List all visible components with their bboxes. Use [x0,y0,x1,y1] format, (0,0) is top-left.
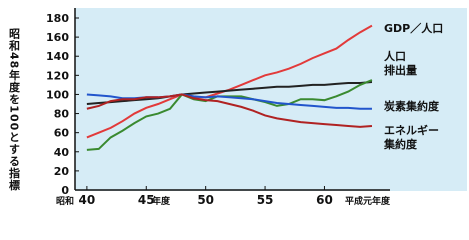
series-label: 排出量 [384,64,417,77]
y-tick-label: 160 [46,31,69,44]
series-line [86,93,373,128]
x-tick-label: 60 [316,193,333,207]
x-annotation: 昭和 [56,195,74,207]
y-tick-label: 140 [46,50,69,63]
y-tick-label: 100 [46,88,69,101]
y-tick-label: 40 [54,146,70,159]
series-label: 人口 [384,50,406,63]
series-label: 炭素集約度 [384,100,439,113]
x-tick-label: 55 [257,193,274,207]
y-tick-label: 120 [46,69,69,82]
x-tick-label: 50 [197,193,214,207]
x-annotation: 平成元年度 [345,195,391,207]
chart: 昭和48年度を100とする指標 昭和 年度 平成元年度 0 20 40 60 80 100… [8,8,467,207]
series-label: GDP／人口 [384,22,444,35]
y-tick-label: 80 [54,108,70,121]
x-tick-label: 40 [79,193,96,207]
y-tick-label: 20 [54,165,70,178]
x-tick-label: 45 [138,193,155,207]
y-tick-label: 60 [54,127,70,140]
chart-wrap: 昭和48年度を100とする指標 昭和 年度 平成元年度 0 20 40 60 80 100… [8,8,467,207]
y-tick-label: 0 [61,184,69,197]
series-label: エネルギー集約度 [384,124,439,151]
x-annotation: 年度 [152,195,171,207]
y-tick-label: 180 [46,12,69,25]
y-axis-title: 昭和48年度を100とする指標 [8,28,21,192]
